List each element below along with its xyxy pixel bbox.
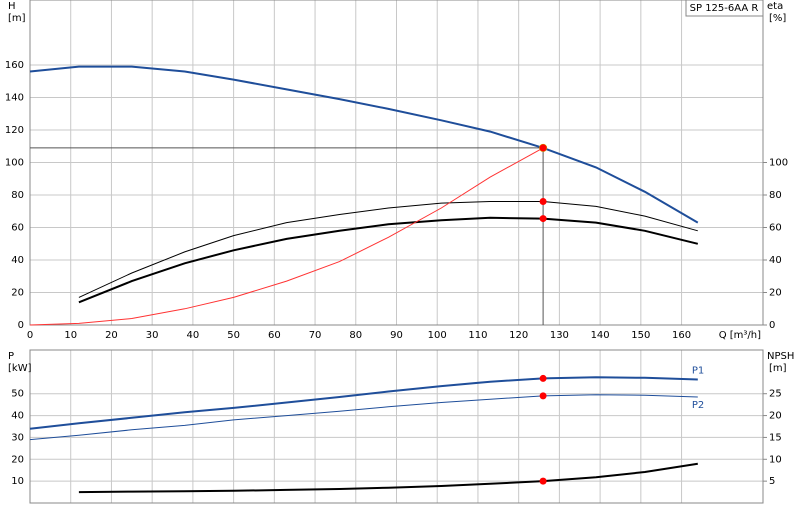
y-tick-label: 20	[11, 454, 24, 465]
y2-axis-label: NPSH	[767, 351, 794, 362]
x-tick-label: 80	[349, 330, 362, 341]
y-tick-label: 100	[5, 158, 24, 169]
y-axis-label: P	[8, 351, 14, 362]
y-axis-label: H	[8, 1, 16, 12]
x-tick-label: 10	[64, 330, 77, 341]
y-tick-label: 30	[11, 432, 24, 443]
x-tick-label: 90	[390, 330, 403, 341]
y-tick-label: 80	[11, 190, 24, 201]
y-tick-label: 40	[11, 255, 24, 266]
duty-point-marker	[539, 144, 547, 152]
x-axis-label: Q [m³/h]	[719, 330, 761, 341]
series-line	[29, 65, 699, 224]
y2-tick-label: 20	[769, 288, 782, 299]
x-tick-label: 160	[672, 330, 691, 341]
x-tick-label: 60	[268, 330, 281, 341]
x-tick-label: 100	[428, 330, 447, 341]
y2-tick-label: 25	[769, 389, 782, 400]
y2-tick-label: 20	[769, 411, 782, 422]
y-tick-label: 0	[18, 320, 24, 331]
duty-point-marker	[539, 374, 547, 382]
series-line	[78, 216, 699, 304]
y-axis-unit: [m]	[8, 13, 26, 24]
y2-tick-label: 100	[769, 158, 788, 169]
series-line	[78, 462, 698, 494]
chart-title: SP 125-6AA R	[690, 3, 759, 14]
duty-point-marker	[539, 215, 547, 223]
x-tick-label: 20	[105, 330, 118, 341]
series-line	[29, 394, 698, 441]
x-tick-label: 0	[27, 330, 33, 341]
y-tick-label: 160	[5, 60, 24, 71]
y2-tick-label: 0	[769, 320, 775, 331]
title-box	[685, 0, 764, 17]
series-line	[29, 147, 544, 326]
x-tick-label: 70	[309, 330, 322, 341]
duty-point-marker	[539, 198, 547, 205]
y-tick-label: 20	[11, 288, 24, 299]
y2-tick-label: 10	[769, 454, 782, 465]
y-tick-label: 10	[11, 476, 24, 487]
y2-axis-label: eta	[767, 1, 783, 12]
x-tick-label: 130	[550, 330, 569, 341]
series-line	[29, 376, 698, 430]
y-tick-label: 140	[5, 93, 24, 104]
duty-point-marker	[539, 392, 547, 400]
y2-tick-label: 5	[769, 476, 775, 487]
y-tick-label: 50	[11, 389, 24, 400]
x-tick-label: 30	[146, 330, 159, 341]
series-line	[78, 201, 698, 298]
y2-tick-label: 80	[769, 190, 782, 201]
plot-frame	[29, 349, 764, 504]
series-label: P1	[692, 366, 704, 377]
series-label: P2	[692, 400, 704, 411]
y2-tick-label: 60	[769, 223, 782, 234]
y2-axis-unit: [m]	[769, 363, 787, 374]
x-tick-label: 120	[509, 330, 528, 341]
x-tick-label: 140	[591, 330, 610, 341]
y-tick-label: 60	[11, 223, 24, 234]
plot-frame	[29, 0, 764, 326]
x-tick-label: 150	[631, 330, 650, 341]
duty-point-marker	[539, 477, 547, 485]
y2-tick-label: 15	[769, 432, 782, 443]
x-tick-label: 110	[468, 330, 487, 341]
y2-axis-unit: [%]	[769, 13, 786, 24]
y-tick-label: 40	[11, 411, 24, 422]
y2-tick-label: 40	[769, 255, 782, 266]
x-tick-label: 50	[227, 330, 240, 341]
x-tick-label: 40	[187, 330, 200, 341]
y-tick-label: 120	[5, 125, 24, 136]
y-axis-unit: [kW]	[8, 363, 32, 374]
